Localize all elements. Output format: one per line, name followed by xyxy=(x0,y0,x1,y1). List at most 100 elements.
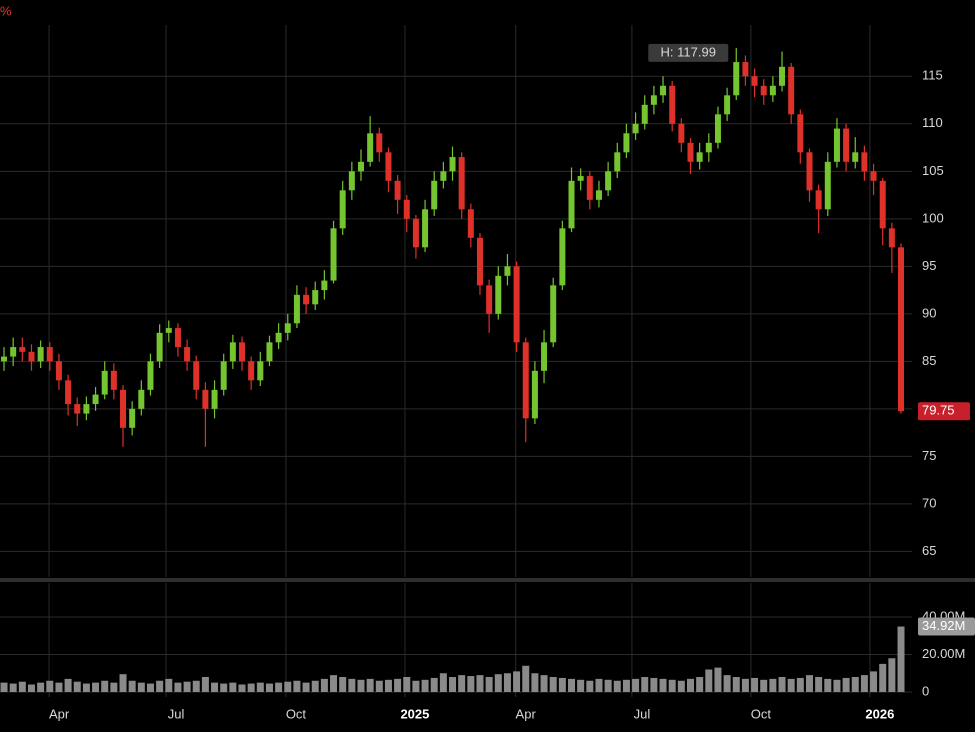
volume-bar xyxy=(284,681,292,692)
volume-bar xyxy=(485,677,493,692)
candle-body xyxy=(202,389,209,409)
volume-bar xyxy=(384,679,392,692)
volume-bar xyxy=(137,682,145,692)
volume-bar xyxy=(796,677,804,692)
volume-bar xyxy=(192,680,200,692)
candle-body xyxy=(184,347,191,362)
y-tick-label: 70 xyxy=(922,495,936,510)
candle-body xyxy=(303,294,310,305)
candle-body xyxy=(293,294,300,324)
candle-body xyxy=(174,328,181,348)
y-tick-label: 90 xyxy=(922,305,936,320)
volume-bar xyxy=(357,679,365,692)
candle-body xyxy=(458,157,465,210)
volume-bar xyxy=(174,682,182,692)
volume-bar xyxy=(668,679,676,692)
x-tick-label: 2025 xyxy=(400,706,429,721)
volume-bar xyxy=(558,677,566,692)
volume-bar xyxy=(531,673,539,692)
candle-body xyxy=(1,356,8,362)
candle-body xyxy=(284,323,291,333)
volume-bar xyxy=(247,683,255,692)
candle-body xyxy=(687,142,694,162)
volume-bar xyxy=(860,675,868,692)
volume-bar xyxy=(330,675,338,692)
candle-body xyxy=(550,285,557,343)
candle-body xyxy=(898,247,905,412)
volume-bar xyxy=(18,681,26,692)
volume-bar xyxy=(787,678,795,692)
y-tick-label: 105 xyxy=(922,163,944,178)
candle-body xyxy=(513,266,520,343)
volume-bar xyxy=(659,678,667,692)
candle-body xyxy=(440,171,447,181)
candle-body xyxy=(321,280,328,291)
candle-body xyxy=(861,152,868,172)
candle-body xyxy=(696,152,703,162)
volume-bar xyxy=(586,680,594,692)
candle-body xyxy=(74,404,81,414)
high-label: H: 117.99 xyxy=(661,44,716,59)
candle-body xyxy=(330,228,337,281)
candle-body xyxy=(138,389,145,409)
y-tick-label: 100 xyxy=(922,210,944,225)
candle-body xyxy=(55,361,62,381)
volume-bar xyxy=(348,678,356,692)
candle-body xyxy=(385,152,392,181)
volume-bar xyxy=(458,675,466,692)
candle-body xyxy=(248,361,255,381)
candle-body xyxy=(275,332,282,343)
volume-bar xyxy=(421,679,429,692)
candle-body xyxy=(504,266,511,276)
volume-tick-label: 0 xyxy=(922,683,929,698)
last-price-box xyxy=(918,402,970,421)
volume-bar xyxy=(146,683,154,692)
candle-body xyxy=(193,361,200,390)
volume-bar xyxy=(650,677,658,692)
candle-body xyxy=(28,351,35,362)
candle-body xyxy=(220,361,227,390)
candle-body xyxy=(623,133,630,153)
candle-body xyxy=(229,342,236,362)
candle-body xyxy=(779,66,786,86)
volume-bar xyxy=(220,683,228,692)
candle-body xyxy=(888,228,895,248)
volume-bar xyxy=(577,679,585,692)
candle-body xyxy=(92,394,99,405)
y-tick-label: 65 xyxy=(922,543,936,558)
volume-bar xyxy=(815,677,823,692)
candle-body xyxy=(568,180,575,229)
candle-body xyxy=(37,347,44,362)
x-tick-label: Jul xyxy=(634,706,651,721)
panel-separator xyxy=(0,578,975,582)
candle-body xyxy=(65,380,72,405)
volume-bar xyxy=(92,682,100,692)
corner-label: % xyxy=(0,3,12,18)
volume-bar xyxy=(311,680,319,692)
candle-body xyxy=(422,209,429,248)
volume-bar xyxy=(540,675,548,692)
candle-body xyxy=(879,180,886,229)
volume-bar xyxy=(165,678,173,692)
candle-body xyxy=(870,171,877,181)
volume-bar xyxy=(641,677,649,692)
candle-body xyxy=(156,332,163,362)
candle-body xyxy=(120,389,127,428)
volume-bar xyxy=(339,677,347,692)
volume-bar xyxy=(229,682,237,692)
candle-body xyxy=(165,328,172,333)
candle-body xyxy=(467,209,474,238)
candle-body xyxy=(724,95,731,115)
volume-bar xyxy=(870,671,878,692)
volume-bar xyxy=(101,680,109,692)
volume-bar xyxy=(476,675,484,692)
x-tick-label: Oct xyxy=(751,706,772,721)
volume-bar xyxy=(503,673,511,692)
candle-body xyxy=(412,218,419,248)
volume-bar xyxy=(549,677,557,692)
x-tick-label: Oct xyxy=(286,706,307,721)
volume-bar xyxy=(430,677,438,692)
candle-body xyxy=(239,342,246,362)
